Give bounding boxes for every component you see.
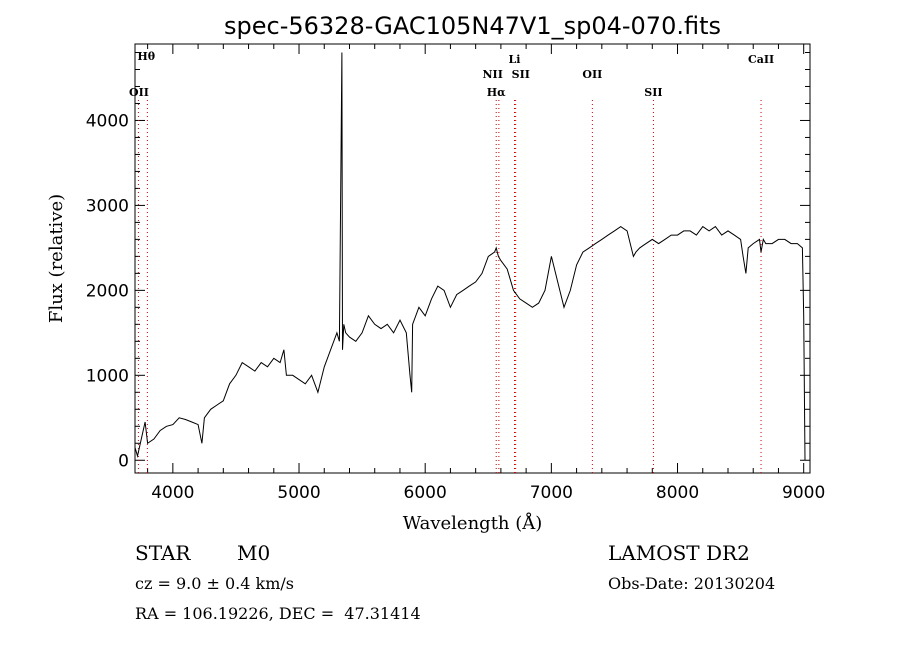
y-tick-label: 4000 <box>86 111 129 131</box>
y-tick-label: 0 <box>118 451 129 471</box>
spectral-line-label: SII <box>512 68 530 81</box>
x-tick-label: 4000 <box>151 483 194 503</box>
object-class-label: STAR <box>135 541 191 565</box>
x-axis-label: Wavelength (Å) <box>403 512 543 534</box>
x-tick-label: 9000 <box>782 483 825 503</box>
spectral-line-label: Li <box>509 53 521 66</box>
spectral-line-label: NII <box>483 68 503 81</box>
plot-frame <box>134 43 811 474</box>
x-tick-label: 6000 <box>404 483 447 503</box>
redshift-label: cz = 9.0 ± 0.4 km/s <box>135 574 294 593</box>
y-axis-label: Flux (relative) <box>46 194 67 323</box>
x-tick-label: 8000 <box>656 483 699 503</box>
coordinates-label: RA = 106.19226, DEC = 47.31414 <box>135 604 421 623</box>
spectral-subclass-label: M0 <box>237 541 271 565</box>
y-tick-label: 2000 <box>86 281 129 301</box>
spectral-line-label: Hα <box>487 86 506 99</box>
y-tick-label: 3000 <box>86 196 129 216</box>
chart-title: spec-56328-GAC105N47V1_sp04-070.fits <box>224 12 721 40</box>
spectrum-line <box>134 52 806 461</box>
y-tick-label: 1000 <box>86 366 129 386</box>
spectral-line-label: CaII <box>748 53 774 66</box>
spectral-line-label: OII <box>129 86 149 99</box>
x-tick-label: 5000 <box>277 483 320 503</box>
spectral-line-label: Hθ <box>137 50 155 63</box>
spectral-line-label: OII <box>582 68 602 81</box>
obs-date-label: Obs-Date: 20130204 <box>608 574 776 593</box>
spectral-line-label: SII <box>644 86 662 99</box>
x-tick-label: 7000 <box>530 483 573 503</box>
survey-label: LAMOST DR2 <box>608 541 750 565</box>
